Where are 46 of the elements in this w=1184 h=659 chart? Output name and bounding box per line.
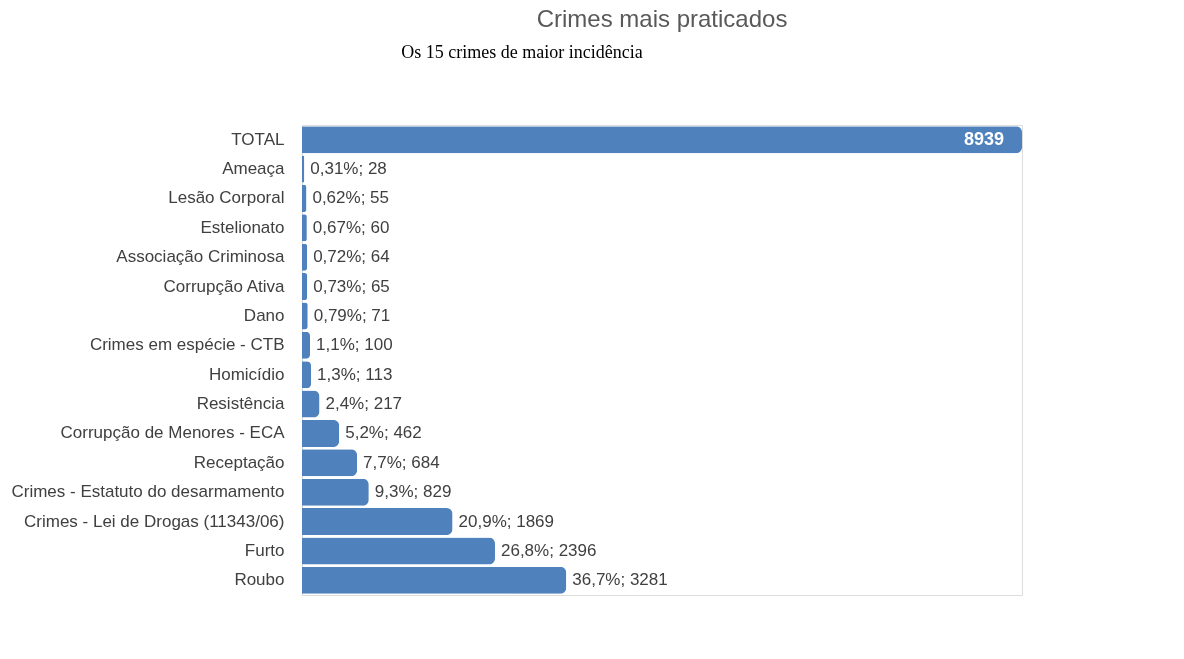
y-tick-label: Resistência xyxy=(196,394,286,414)
y-tick-label: Furto xyxy=(244,540,285,560)
data-label: 36,7%; 3281 xyxy=(572,570,668,590)
bar xyxy=(302,449,358,477)
data-label: 1,1%; 100 xyxy=(316,335,393,355)
data-label: 0,62%; 55 xyxy=(312,188,389,208)
y-tick-label: Crimes - Estatuto do desarmamento xyxy=(11,482,285,502)
y-tick-label: Ameaça xyxy=(222,159,286,179)
y-tick-label: Lesão Corporal xyxy=(168,188,285,208)
y-tick-label: Crimes - Lei de Drogas (11343/06) xyxy=(24,511,285,531)
y-tick-label: Associação Criminosa xyxy=(116,247,286,267)
y-tick-label: TOTAL xyxy=(231,129,285,149)
bar xyxy=(302,419,340,447)
y-tick-label: Roubo xyxy=(234,570,285,590)
bar xyxy=(302,390,320,418)
data-label: 7,7%; 684 xyxy=(363,452,440,472)
y-tick-label: Receptação xyxy=(193,452,285,472)
bar xyxy=(302,361,312,389)
data-label: 26,8%; 2396 xyxy=(500,540,597,560)
data-label: 0,79%; 71 xyxy=(313,305,391,325)
y-tick-label: Corrupção de Menores - ECA xyxy=(60,423,286,443)
y-tick-label: Estelionato xyxy=(200,217,285,237)
y-tick-label: Crimes em espécie - CTB xyxy=(89,335,285,355)
bar xyxy=(302,273,308,301)
data-label: 2,4%; 217 xyxy=(325,394,403,414)
chart-title: Crimes mais praticados xyxy=(536,5,788,32)
bar xyxy=(302,537,495,565)
bar xyxy=(302,243,308,271)
data-label: 9,3%; 829 xyxy=(374,482,452,502)
data-label: 0,73%; 65 xyxy=(313,276,390,296)
data-label: 8939 xyxy=(963,128,1004,149)
data-label: 0,72%; 64 xyxy=(313,247,390,267)
y-tick-label: Homicídio xyxy=(208,364,285,384)
y-tick-label: Dano xyxy=(243,305,285,325)
y-tick-label: Corrupção Ativa xyxy=(163,276,286,296)
data-label: 5,2%; 462 xyxy=(345,423,422,443)
data-label: 20,9%; 1869 xyxy=(458,511,555,531)
bar xyxy=(302,126,1022,154)
data-label: 1,3%; 113 xyxy=(317,364,393,384)
bar xyxy=(302,566,567,594)
bar xyxy=(302,508,453,536)
bar xyxy=(302,478,369,506)
text: Os 15 crimes de maior incidência xyxy=(401,42,643,62)
data-label: 0,67%; 60 xyxy=(312,217,390,237)
data-label: 0,31%; 28 xyxy=(310,159,387,179)
bar xyxy=(302,331,311,359)
